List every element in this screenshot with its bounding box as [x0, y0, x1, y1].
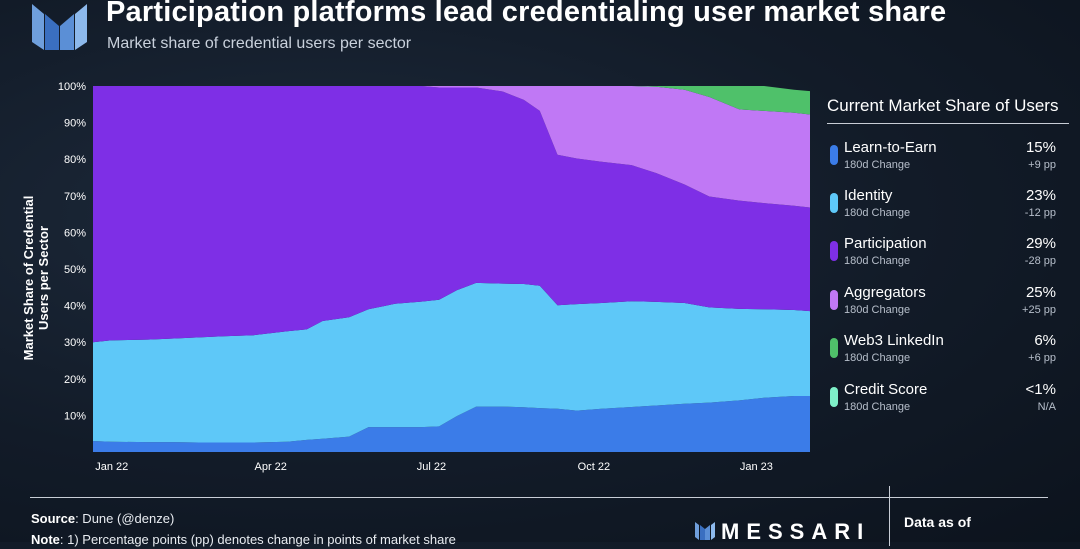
x-tick-label: Jan 22: [95, 461, 128, 473]
y-tick-label: 30%: [64, 337, 86, 349]
legend-change: +9 pp: [1028, 159, 1056, 171]
x-tick-label: Apr 22: [254, 461, 286, 473]
y-tick-label: 10%: [64, 410, 86, 422]
legend-value: <1%: [1025, 381, 1056, 398]
legend-panel-divider: [827, 123, 1069, 124]
legend-change: +6 pp: [1028, 352, 1056, 364]
y-tick-labels: 10% 20% 30% 40% 50% 60% 70% 80% 90% 100%: [58, 81, 86, 422]
legend-name: Aggregators: [844, 284, 926, 301]
y-tick-label: 90%: [64, 118, 86, 130]
legend-name: Identity: [844, 187, 893, 204]
area-learn-to-earn: [93, 396, 810, 452]
legend-change: N/A: [1037, 401, 1056, 413]
legend-value: 29%: [1025, 235, 1056, 252]
y-tick-label: 80%: [64, 154, 86, 166]
legend-value: 6%: [1034, 332, 1056, 349]
legend-item-credit-score: Credit Score 180d Change <1% N/A: [828, 381, 1058, 421]
legend-sublabel: 180d Change: [844, 159, 911, 171]
legend-sublabel: 180d Change: [844, 352, 911, 364]
y-tick-label: 20%: [64, 374, 86, 386]
chart-areas: [93, 86, 810, 452]
y-tick-label: 70%: [64, 191, 86, 203]
x-tick-labels: Jan 22 Apr 22 Jul 22 Oct 22 Jan 23: [95, 461, 773, 473]
source-line: Source: Dune (@denze): [31, 511, 174, 526]
x-tick-label: Jul 22: [417, 461, 446, 473]
legend-value: 23%: [1025, 187, 1056, 204]
legend-sublabel: 180d Change: [844, 207, 911, 219]
legend-sublabel: 180d Change: [844, 401, 911, 413]
y-tick-label: 60%: [64, 227, 86, 239]
y-tick-label: 40%: [64, 301, 86, 313]
source-label: Source: [31, 511, 76, 526]
footer-divider: [30, 497, 1048, 498]
legend-change: +25 pp: [1022, 304, 1056, 316]
legend-name: Participation: [844, 235, 927, 252]
footer-vertical-divider: [889, 486, 890, 546]
legend-panel-title: Current Market Share of Users: [827, 96, 1059, 115]
legend-swatch: [830, 290, 838, 310]
y-axis-label-line-1: Market Share of Credential: [21, 196, 36, 361]
y-tick-label: 100%: [58, 81, 86, 93]
legend-change: -28 pp: [1024, 255, 1056, 267]
messari-mark-icon: [695, 522, 715, 540]
legend-swatch: [830, 338, 838, 358]
area-web3-linkedin: [93, 86, 810, 115]
legend-swatch: [830, 193, 838, 213]
messari-wordmark: MESSARI: [721, 519, 871, 544]
legend-sublabel: 180d Change: [844, 304, 911, 316]
y-axis-label-line-2: Users per Sector: [36, 226, 51, 330]
legend-name: Credit Score: [844, 381, 928, 398]
legend-item-web3-linkedin: Web3 LinkedIn 180d Change 6% +6 pp: [828, 332, 1058, 372]
legend-sublabel: 180d Change: [844, 255, 911, 267]
legend-item-learn-to-earn: Learn-to-Earn 180d Change 15% +9 pp: [828, 139, 1058, 179]
note-label: Note: [31, 532, 60, 547]
note-line: Note: 1) Percentage points (pp) denotes …: [31, 532, 456, 547]
source-text: : Dune (@denze): [75, 511, 175, 526]
area-participation: [93, 86, 810, 343]
legend-name: Learn-to-Earn: [844, 139, 937, 156]
legend-change: -12 pp: [1024, 207, 1056, 219]
chart-subtitle: Market share of credential users per sec…: [107, 35, 412, 52]
legend-item-identity: Identity 180d Change 23% -12 pp: [828, 187, 1058, 227]
chart-title: Participation platforms lead credentiali…: [106, 0, 947, 28]
legend-swatch: [830, 145, 838, 165]
legend-name: Web3 LinkedIn: [844, 332, 944, 349]
y-tick-label: 50%: [64, 264, 86, 276]
messari-logo: [32, 4, 87, 50]
data-as-of-label: Data as of: [904, 514, 971, 530]
legend-item-participation: Participation 180d Change 29% -28 pp: [828, 235, 1058, 275]
stacked-area-chart: 10% 20% 30% 40% 50% 60% 70% 80% 90% 100% Jan 22 Ap…: [21, 81, 810, 473]
area-identity: [93, 282, 810, 443]
note-text: : 1) Percentage points (pp) denotes chan…: [59, 532, 456, 547]
x-tick-label: Oct 22: [578, 461, 610, 473]
legend-swatch: [830, 387, 838, 407]
legend-item-aggregators: Aggregators 180d Change 25% +25 pp: [828, 284, 1058, 324]
area-aggregators: [93, 86, 810, 208]
legend-swatch: [830, 241, 838, 261]
legend-value: 25%: [1025, 284, 1056, 301]
legend-value: 15%: [1025, 139, 1056, 156]
x-tick-label: Jan 23: [740, 461, 773, 473]
